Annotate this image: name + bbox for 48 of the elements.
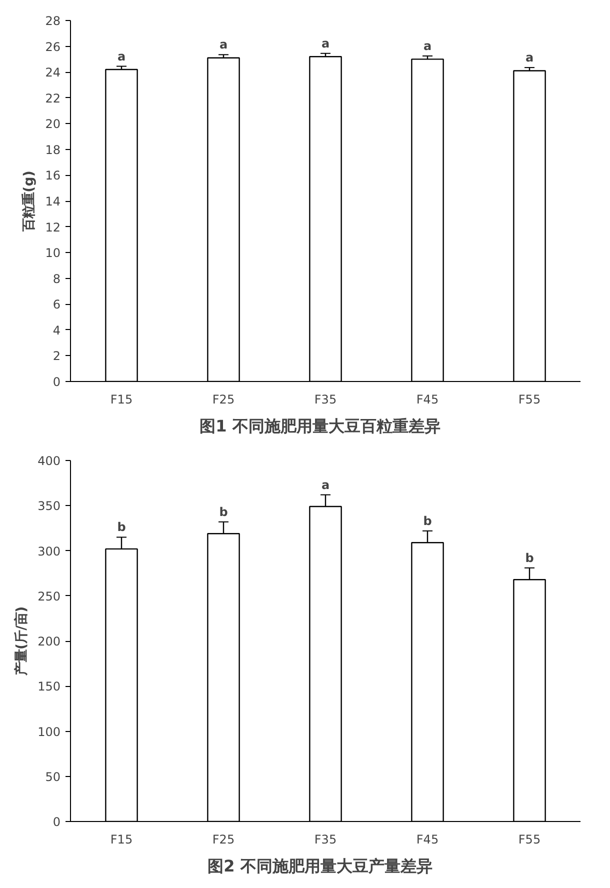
- text: 图1 不同施肥用量大豆百粒重差异: [200, 416, 440, 436]
- y-tick-label: 28: [45, 14, 61, 28]
- y-tick-label: 400: [38, 454, 60, 468]
- y-tick-label: 0: [52, 815, 61, 829]
- x-tick-label: F25: [212, 832, 235, 846]
- x-tick-label: F55: [518, 832, 541, 846]
- x-tick-label: F55: [518, 392, 541, 406]
- y-tick-label: 4: [52, 323, 61, 338]
- y-tick-label: 200: [38, 634, 60, 648]
- y-tick-label: 20: [45, 117, 61, 132]
- x-tick-label: F45: [416, 392, 439, 406]
- y-tick-label: 14: [45, 194, 61, 208]
- annotation: b: [219, 504, 228, 519]
- y-tick-label: 250: [38, 589, 60, 604]
- x-tick-label: F15: [110, 392, 133, 406]
- y-tick-label: 16: [45, 168, 61, 183]
- y-tick-label: 2: [52, 349, 61, 364]
- y-tick-label: 6: [52, 298, 61, 312]
- x-tick-label: F35: [314, 392, 337, 406]
- x-tick-label: F25: [212, 392, 235, 406]
- y-tick-label: 350: [38, 499, 60, 514]
- y-tick-label: 26: [45, 40, 61, 54]
- text: 图2 不同施肥用量大豆产量差异: [208, 856, 432, 876]
- y-tick-label: 22: [45, 91, 61, 106]
- annotation: a: [423, 38, 432, 53]
- annotation: a: [117, 49, 126, 64]
- y-tick-label: 50: [45, 770, 61, 784]
- annotation: a: [321, 478, 330, 492]
- y-tick-label: 12: [45, 220, 61, 234]
- annotation: b: [117, 520, 126, 534]
- y-tick-label: 0: [52, 375, 61, 389]
- y-tick-label: 10: [45, 246, 61, 260]
- x-tick-label: F35: [314, 832, 337, 846]
- y-axis-title: 产量(斤/亩): [14, 606, 30, 677]
- y-tick-label: 18: [45, 142, 61, 157]
- y-axis-title: 百粒重(g): [21, 170, 38, 232]
- y-tick-label: 100: [38, 724, 60, 739]
- annotation: a: [525, 50, 534, 65]
- y-tick-label: 300: [38, 544, 60, 558]
- y-tick-label: 8: [52, 272, 61, 286]
- annotation: b: [423, 514, 432, 528]
- y-tick-label: 24: [45, 66, 61, 80]
- annotation: a: [219, 38, 228, 52]
- x-tick-label: F45: [416, 832, 439, 846]
- x-tick-label: F15: [110, 832, 133, 846]
- y-tick-label: 150: [38, 680, 60, 694]
- annotation: a: [321, 36, 330, 50]
- annotation: b: [525, 550, 534, 565]
